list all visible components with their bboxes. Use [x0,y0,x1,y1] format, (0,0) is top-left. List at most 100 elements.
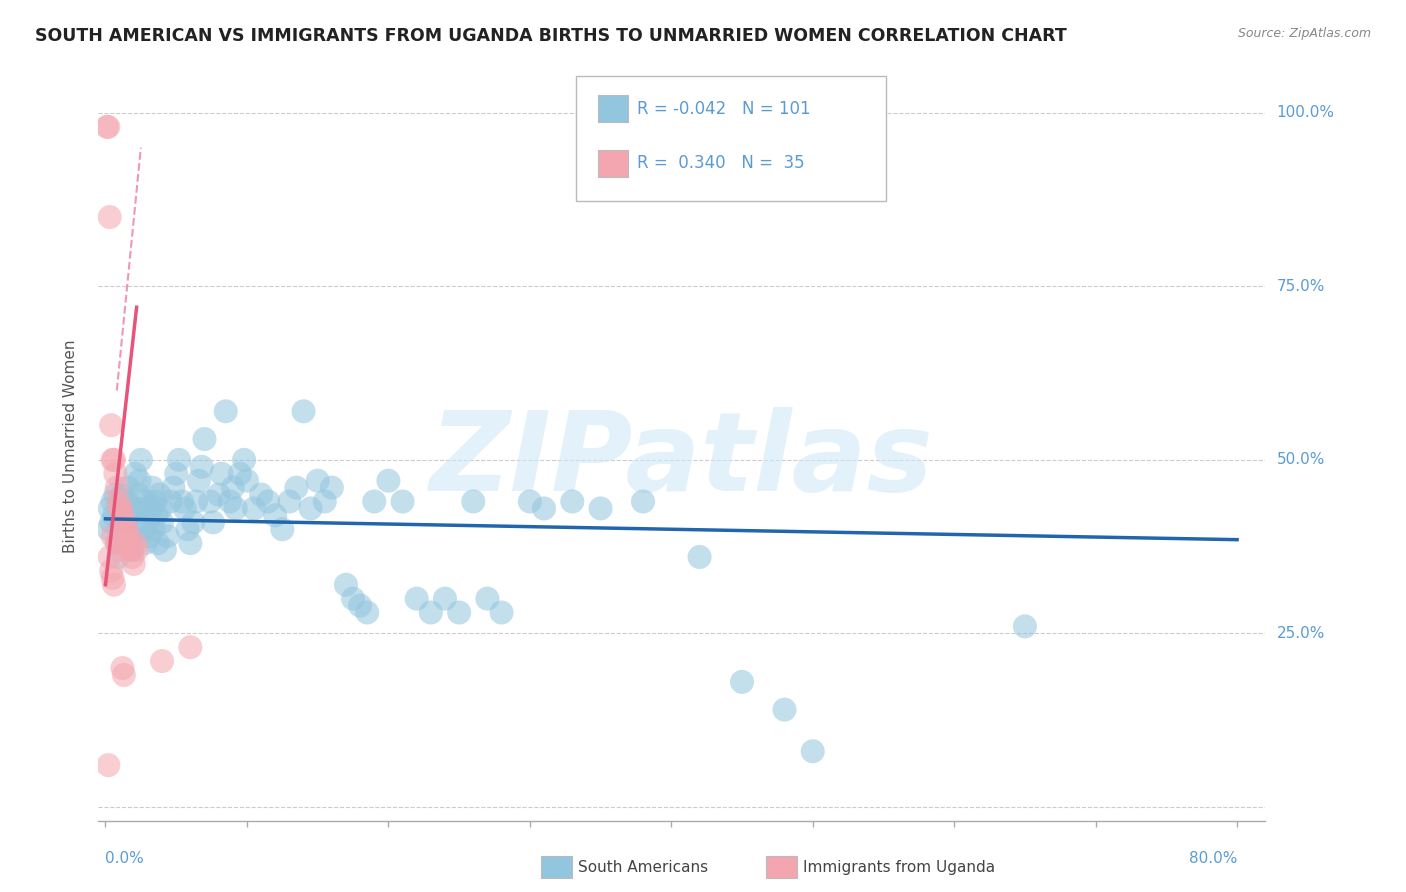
Text: 75.0%: 75.0% [1277,279,1324,294]
Point [101,453,124,467]
Point [121,549,143,564]
Point [115,494,138,508]
Point [108,536,131,550]
Text: 80.0%: 80.0% [1188,851,1237,866]
Point [321,481,343,495]
Text: 100.0%: 100.0% [1277,105,1334,120]
Point [105,536,128,550]
Point [356,606,378,620]
Point [97,120,120,134]
Point [141,481,163,495]
Point [98,210,121,224]
Point [105,536,128,550]
Point [112,536,135,550]
Point [307,474,329,488]
Text: R = -0.042   N = 101: R = -0.042 N = 101 [637,100,810,118]
Text: R =  0.340   N =  35: R = 0.340 N = 35 [637,154,804,172]
Point [101,571,124,585]
Point [176,522,198,536]
Point [124,467,146,481]
Text: 0.0%: 0.0% [105,851,145,866]
Point [391,494,413,508]
Point [150,654,173,668]
Point [314,494,336,508]
Point [377,474,399,488]
Point [181,516,204,530]
Point [120,529,142,543]
Point [285,481,308,495]
Point [118,536,141,550]
Point [103,453,125,467]
Point [449,606,471,620]
Point [631,494,654,508]
Text: 50.0%: 50.0% [1277,452,1324,467]
Point [156,529,179,543]
Point [111,661,134,675]
Point [139,501,162,516]
Point [112,668,135,682]
Point [128,474,150,488]
Point [405,591,427,606]
Point [142,522,165,536]
Text: SOUTH AMERICAN VS IMMIGRANTS FROM UGANDA BIRTHS TO UNMARRIED WOMEN CORRELATION C: SOUTH AMERICAN VS IMMIGRANTS FROM UGANDA… [35,27,1067,45]
Point [98,501,121,516]
Point [125,516,148,530]
Point [179,640,201,655]
Point [148,487,170,501]
Point [122,557,145,571]
Point [110,501,132,516]
Point [138,529,160,543]
Point [170,494,193,508]
Point [222,481,245,495]
Point [433,591,456,606]
Point [173,501,195,516]
Point [519,494,541,508]
Point [101,529,124,543]
Point [229,467,252,481]
Point [179,536,201,550]
Point [110,501,132,516]
Point [689,549,711,564]
Point [118,508,141,523]
Text: ZIPatlas: ZIPatlas [430,408,934,515]
Point [243,501,266,516]
Point [342,591,364,606]
Point [97,758,120,772]
Point [335,578,357,592]
Point [477,591,499,606]
Point [159,494,181,508]
Point [257,494,280,508]
Point [143,494,166,508]
Point [108,501,131,516]
Point [561,494,583,508]
Y-axis label: Births to Unmarried Women: Births to Unmarried Women [63,339,77,553]
Point [129,453,152,467]
Point [292,404,315,418]
Point [103,578,125,592]
Point [162,481,184,495]
Point [104,487,127,501]
Point [100,516,122,530]
Point [153,543,176,558]
Point [131,501,153,516]
Point [201,516,224,530]
Point [363,494,385,508]
Point [236,474,259,488]
Point [107,494,129,508]
Point [208,487,231,501]
Point [184,494,207,508]
Point [117,529,139,543]
Point [96,120,118,134]
Point [463,494,485,508]
Point [132,522,155,536]
Text: Source: ZipAtlas.com: Source: ZipAtlas.com [1237,27,1371,40]
Point [101,494,124,508]
Point [100,564,122,578]
Point [135,494,157,508]
Point [124,536,146,550]
Point [121,543,143,558]
Point [271,522,294,536]
Point [419,606,441,620]
Point [187,474,209,488]
Point [150,516,173,530]
